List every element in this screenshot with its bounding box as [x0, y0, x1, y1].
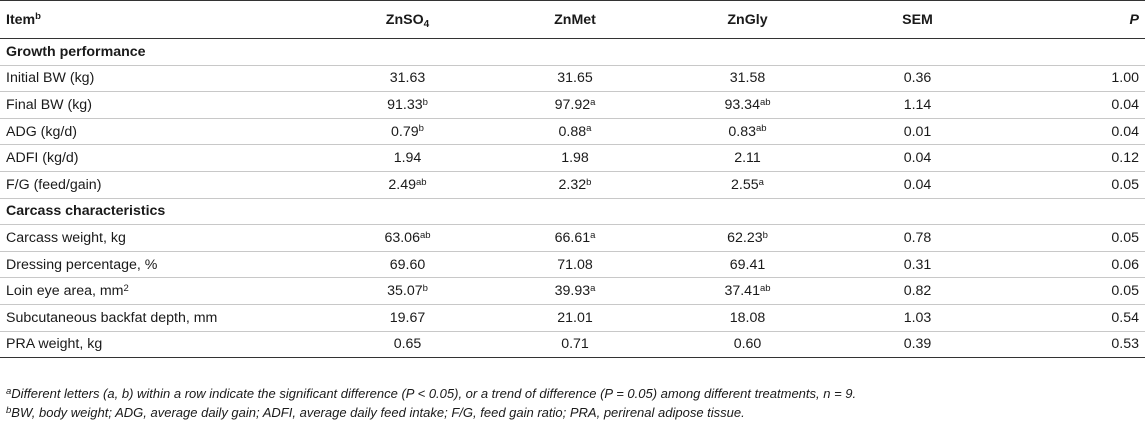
- value-sem: 0.31: [903, 256, 932, 273]
- table-row: Carcass weight, kg 63.06ab 66.61a 62.23b 0.7…: [0, 225, 1145, 252]
- row-label: Carcass weight, kg: [6, 229, 126, 246]
- value-znso4: 63.06ab: [384, 229, 431, 246]
- value-znso4: 19.67: [389, 309, 426, 326]
- value-znmet: 31.65: [557, 70, 593, 87]
- value-sem: 0.04: [903, 150, 932, 167]
- value-p: 1.00: [1111, 70, 1139, 87]
- section-title: Carcass characteristics: [6, 203, 166, 220]
- value-sem: 1.14: [903, 96, 932, 113]
- value-zngly: 69.41: [729, 256, 766, 273]
- value-sem: 0.01: [903, 123, 932, 140]
- value-zngly: 2.11: [734, 150, 761, 167]
- value-p: 0.53: [1111, 336, 1139, 353]
- value-zngly: 2.55a: [731, 176, 764, 193]
- value-p: 0.05: [1111, 283, 1139, 300]
- value-p: 0.54: [1111, 309, 1139, 326]
- value-zngly: 62.23b: [727, 229, 768, 246]
- row-label: ADFI (kg/d): [6, 150, 79, 167]
- row-label: PRA weight, kg: [6, 336, 103, 353]
- table-row: Loin eye area, mm2 35.07b 39.93a 37.41ab 0.8…: [0, 278, 1145, 305]
- value-p: 0.05: [1111, 176, 1139, 193]
- footnote-a: aDifferent letters (a, b) within a row i…: [6, 385, 857, 401]
- table-row: Subcutaneous backfat depth, mm 19.67 21.01…: [0, 304, 1145, 332]
- value-sem: 0.04: [903, 176, 932, 193]
- header-znmet: ZnMet: [554, 11, 596, 28]
- value-znso4: 0.65: [393, 336, 422, 353]
- table-row: ADFI (kg/d) 1.94 1.98 2.11 0.04 0.12: [0, 145, 1145, 172]
- header-item: Itemb: [6, 11, 41, 28]
- value-znso4: 31.63: [389, 70, 426, 87]
- table-row: Dressing percentage, % 69.60 71.08 69.41 0.3…: [0, 251, 1145, 278]
- value-sem: 1.03: [903, 309, 932, 326]
- value-zngly: 31.58: [729, 70, 766, 87]
- row-label: ADG (kg/d): [6, 123, 77, 140]
- table-row: ADG (kg/d) 0.79b 0.88a 0.83ab 0.01 0.04: [0, 118, 1145, 145]
- header-znso4: ZnSO4: [385, 11, 430, 30]
- value-zngly: 18.08: [729, 309, 766, 326]
- table-row: Final BW (kg) 91.33b 97.92a 93.34ab 1.14 0.04: [0, 92, 1145, 119]
- header-zngly: ZnGly: [727, 11, 768, 28]
- value-znso4: 1.94: [393, 150, 422, 167]
- row-label: F/G (feed/gain): [6, 176, 102, 193]
- header-sem: SEM: [902, 11, 933, 28]
- section-title: Growth performance: [6, 43, 146, 60]
- value-znso4: 2.49ab: [388, 176, 427, 193]
- value-znmet: 2.32b: [558, 176, 592, 193]
- row-label: Initial BW (kg): [6, 70, 95, 87]
- value-znmet: 39.93a: [554, 282, 596, 300]
- value-zngly: 93.34ab: [724, 96, 771, 113]
- value-znmet: 97.92a: [554, 96, 596, 113]
- row-label: Subcutaneous backfat depth, mm: [6, 309, 218, 326]
- value-znmet: 66.61a: [554, 229, 596, 246]
- results-table: Itemb ZnSO4 ZnMet ZnGly SEM P Growth per…: [0, 0, 1145, 358]
- value-znso4: 35.07b: [387, 282, 428, 300]
- value-znmet: 0.71: [561, 336, 589, 353]
- value-p: 0.04: [1111, 123, 1139, 140]
- table-row: F/G (feed/gain) 2.49ab 2.32b 2.55a 0.04 0.05: [0, 171, 1145, 199]
- value-znmet: 1.98: [561, 150, 589, 167]
- value-sem: 0.78: [903, 229, 932, 246]
- row-label: Loin eye area, mm2: [6, 282, 129, 300]
- row-label: Final BW (kg): [6, 96, 92, 113]
- value-znso4: 69.60: [389, 256, 426, 273]
- value-znmet: 71.08: [557, 256, 593, 273]
- section-row: Growth performance: [0, 39, 1145, 66]
- table-row: Initial BW (kg) 31.63 31.65 31.58 0.36 1.00: [0, 65, 1145, 92]
- value-sem: 0.36: [903, 70, 932, 87]
- value-znso4: 91.33b: [387, 96, 428, 113]
- value-znso4: 0.79b: [391, 123, 424, 140]
- value-sem: 0.39: [903, 336, 932, 353]
- section-row: Carcass characteristics: [0, 198, 1145, 225]
- value-zngly: 37.41ab: [724, 282, 771, 300]
- value-sem: 0.82: [903, 283, 932, 300]
- header-p: P: [1129, 11, 1139, 28]
- footnotes: aDifferent letters (a, b) within a row i…: [6, 384, 856, 422]
- value-p: 0.12: [1111, 150, 1139, 167]
- footnote-b: bBW, body weight; ADG, average daily gai…: [6, 404, 745, 420]
- value-zngly: 0.60: [733, 336, 762, 353]
- value-znmet: 0.88a: [558, 123, 592, 140]
- value-zngly: 0.83ab: [728, 123, 767, 140]
- header-row: Itemb ZnSO4 ZnMet ZnGly SEM P: [0, 0, 1145, 39]
- value-p: 0.04: [1111, 96, 1139, 113]
- value-p: 0.05: [1111, 229, 1139, 246]
- row-label: Dressing percentage, %: [6, 256, 158, 273]
- value-p: 0.06: [1111, 256, 1139, 273]
- table-row: PRA weight, kg 0.65 0.71 0.60 0.39 0.53: [0, 331, 1145, 358]
- value-znmet: 21.01: [557, 309, 593, 326]
